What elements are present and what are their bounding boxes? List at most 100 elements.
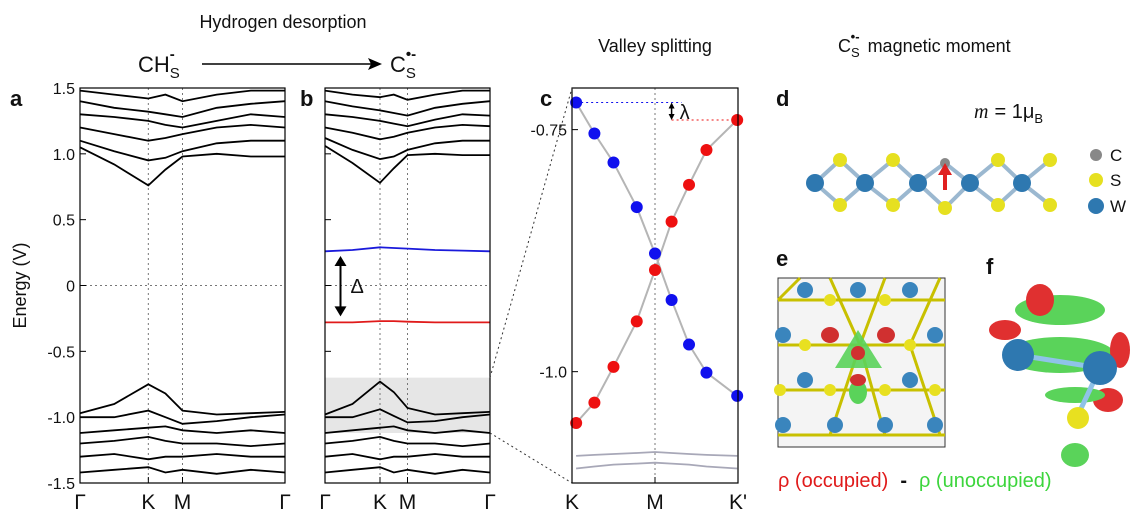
red-lobe bbox=[877, 327, 895, 343]
charts: Energy (V)Γ K M Γ-1.5-1.0-0.500.51.01.5Γ K M Γ… bbox=[10, 81, 747, 514]
point bbox=[683, 338, 696, 351]
x-tick-label: K' bbox=[729, 491, 747, 514]
point bbox=[649, 264, 661, 277]
charge-map-side bbox=[989, 284, 1130, 467]
y-tick-label: 0 bbox=[66, 279, 75, 296]
valley-title: Valley splitting bbox=[598, 36, 712, 56]
w-atom bbox=[1002, 339, 1034, 371]
sub: S bbox=[406, 65, 416, 82]
band-line bbox=[79, 383, 286, 416]
panel-label: f bbox=[986, 254, 994, 279]
band-line bbox=[324, 246, 491, 253]
s-atom bbox=[991, 198, 1005, 212]
band-line bbox=[79, 453, 285, 461]
charge-map-top bbox=[774, 276, 946, 448]
point bbox=[630, 315, 643, 328]
x-tick-label: K bbox=[373, 491, 387, 514]
legend-w bbox=[1088, 198, 1104, 214]
band-line bbox=[324, 100, 491, 117]
split-arrow-head bbox=[668, 102, 675, 120]
legend-label: W bbox=[1110, 197, 1126, 216]
base: C bbox=[838, 36, 851, 56]
red-lobe bbox=[989, 320, 1021, 340]
panel-label: b bbox=[300, 86, 313, 111]
x-tick-label: M bbox=[174, 491, 192, 514]
green-lobe bbox=[849, 380, 867, 404]
band-line bbox=[324, 137, 490, 161]
band-line bbox=[79, 89, 285, 103]
x-tick-label: Γ bbox=[319, 491, 331, 514]
s-atom bbox=[833, 198, 847, 212]
band-line bbox=[79, 123, 286, 142]
x-tick-label: M bbox=[646, 491, 664, 514]
point bbox=[683, 178, 696, 191]
band-line bbox=[79, 466, 286, 475]
s-atom bbox=[833, 153, 847, 167]
panel-label: a bbox=[10, 86, 23, 111]
w-atom bbox=[856, 174, 874, 192]
y-tick-label: -0.5 bbox=[47, 344, 75, 361]
sub: S bbox=[170, 65, 180, 82]
green-lobe bbox=[1045, 387, 1105, 403]
s-atoms bbox=[774, 294, 941, 396]
s-atom bbox=[1043, 198, 1057, 212]
s-atom bbox=[886, 198, 900, 212]
legend-label: S bbox=[1110, 171, 1121, 190]
point bbox=[630, 201, 643, 214]
rest: magnetic moment bbox=[868, 36, 1011, 56]
base: C bbox=[390, 52, 406, 77]
s-atom bbox=[938, 201, 952, 215]
band-line bbox=[324, 380, 491, 416]
band-line bbox=[324, 89, 490, 101]
point bbox=[649, 247, 661, 260]
point bbox=[665, 294, 678, 307]
band-line bbox=[79, 435, 286, 448]
band-line bbox=[324, 435, 491, 448]
band-line bbox=[79, 425, 286, 434]
y-tick-label: -1.0 bbox=[539, 365, 567, 382]
moment-value: m = 1μB bbox=[974, 101, 1043, 126]
point bbox=[731, 389, 744, 402]
zoom-connector bbox=[489, 87, 573, 378]
band-line bbox=[324, 123, 491, 141]
s-atom bbox=[886, 153, 900, 167]
unoccupied: ρ (unoccupied) bbox=[919, 470, 1052, 492]
sup: - bbox=[170, 46, 175, 63]
red-lobe bbox=[821, 327, 839, 343]
minus: - bbox=[900, 470, 907, 492]
zoom-connector bbox=[489, 432, 573, 484]
legend-c bbox=[1090, 149, 1102, 161]
moment-arrow-head bbox=[938, 163, 952, 175]
band-line bbox=[324, 145, 490, 184]
w-atoms bbox=[775, 282, 943, 433]
x-tick-label: K bbox=[565, 491, 579, 514]
y-axis-label: Energy (V) bbox=[10, 242, 30, 328]
s-atom bbox=[1043, 153, 1057, 167]
band-line bbox=[80, 409, 286, 425]
legend-label: C bbox=[1110, 146, 1122, 165]
band-line bbox=[576, 461, 738, 470]
w-atom bbox=[1083, 351, 1117, 385]
molecule bbox=[813, 157, 1052, 211]
sup: •- bbox=[406, 46, 416, 63]
final-label: CS •- bbox=[390, 46, 416, 82]
panel-label: e bbox=[776, 246, 788, 271]
point bbox=[700, 366, 713, 379]
w-atom bbox=[961, 174, 979, 192]
sub: S bbox=[851, 45, 860, 60]
band-line bbox=[79, 146, 285, 187]
red-lobe bbox=[850, 374, 866, 386]
band-line bbox=[325, 320, 490, 324]
red-lobe bbox=[1026, 284, 1054, 316]
s-atom bbox=[1067, 407, 1089, 429]
bonds bbox=[813, 157, 1052, 211]
w-atom bbox=[1013, 174, 1031, 192]
band-line bbox=[324, 453, 490, 461]
eq: = 1μ bbox=[994, 101, 1034, 123]
y-tick-label: 1.5 bbox=[53, 81, 75, 98]
sub: B bbox=[1034, 111, 1043, 126]
density-caption: ρ (occupied) - ρ (unoccupied) bbox=[778, 470, 1052, 492]
w-atom bbox=[909, 174, 927, 192]
x-tick-label: Γ bbox=[74, 491, 86, 514]
